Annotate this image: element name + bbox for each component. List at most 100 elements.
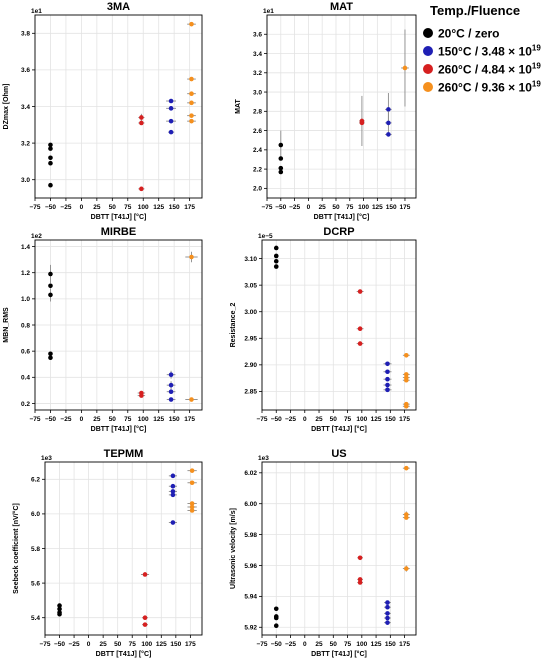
chart-title: MAT: [330, 1, 353, 13]
x-tick-label: 0: [303, 641, 307, 648]
x-tick-label: 75: [124, 204, 132, 211]
data-point: [168, 397, 174, 402]
data-point: [189, 468, 195, 473]
x-axis-label: DBTT [T41J] [°C]: [96, 650, 152, 658]
data-point: [385, 615, 390, 621]
y-scale-label: 1e−5: [258, 233, 273, 240]
y-tick-label: 6.2: [31, 477, 40, 484]
y-tick-label: 2.0: [253, 186, 262, 193]
x-tick-label: 50: [109, 416, 117, 423]
chart-title: MIRBE: [101, 226, 136, 238]
y-tick-label: 2.90: [244, 362, 257, 369]
x-axis-label: DBTT [T41J] [°C]: [91, 425, 147, 433]
data-point: [168, 372, 174, 377]
x-tick-label: 25: [319, 204, 327, 211]
x-tick-label: 25: [315, 416, 323, 423]
x-tick-label: −50: [271, 416, 282, 423]
x-tick-label: 0: [87, 641, 91, 648]
chart-panel-dcrp: −75 −50 −25 0 25 50 75 100 125 150 175 2.85 2.90 2.95…: [230, 226, 417, 433]
y-scale-label: 1e3: [41, 455, 52, 462]
data-point: [385, 361, 390, 367]
y-tick-label: 3.0: [21, 177, 30, 184]
y-axis-label: Seebeck coefficient [nV/°C]: [12, 503, 20, 594]
data-point: [385, 369, 390, 375]
x-tick-label: 25: [100, 641, 108, 648]
data-point: [57, 606, 62, 612]
x-tick-label: 150: [170, 641, 181, 648]
data-point: [170, 489, 176, 494]
x-tick-label: −25: [60, 204, 71, 211]
x-tick-label: 0: [80, 416, 84, 423]
x-tick-label: 175: [184, 416, 195, 423]
axes-frame: [34, 14, 203, 199]
x-tick-label: 100: [138, 204, 149, 211]
y-axis-label: MAT: [235, 98, 242, 113]
plot-area: [262, 462, 416, 635]
x-tick-label: −75: [39, 641, 50, 648]
x-tick-label: 50: [332, 204, 340, 211]
y-tick-label: 5.6: [31, 580, 40, 587]
data-point: [273, 606, 279, 612]
x-tick-label: 125: [153, 416, 164, 423]
y-tick-label: 5.94: [244, 594, 257, 601]
data-point: [189, 508, 195, 513]
data-point: [48, 283, 53, 289]
x-tick-label: −75: [261, 204, 272, 211]
x-tick-label: −50: [275, 204, 286, 211]
y-tick-label: 0.2: [21, 401, 30, 408]
legend-entry-1: 150°C / 3.48 × 1019: [423, 44, 541, 59]
data-point: [48, 355, 53, 360]
axes-frame: [261, 239, 417, 411]
x-tick-label: 125: [153, 204, 164, 211]
legend-entry-2: 260°C / 4.84 × 1019: [423, 62, 541, 77]
plot-area: [262, 240, 416, 410]
x-tick-label: 25: [93, 204, 101, 211]
x-tick-label: 75: [124, 416, 132, 423]
data-point: [48, 160, 53, 166]
legend-marker-3: [423, 82, 433, 92]
x-tick-label: 100: [356, 416, 367, 423]
data-point: [404, 566, 409, 571]
x-tick-label: −25: [289, 204, 300, 211]
x-axis-label: DBTT [T41J] [°C]: [91, 213, 147, 221]
chart-panel-us: −75 −50 −25 0 25 50 75 100 125 150 175 5.92 5.94 5.96…: [230, 448, 417, 658]
x-tick-label: 125: [371, 416, 382, 423]
data-point: [404, 465, 409, 471]
data-point: [168, 118, 174, 124]
y-axis-label: DZmax [Ohm]: [3, 84, 10, 130]
data-point: [189, 504, 195, 510]
x-tick-label: −25: [69, 641, 80, 648]
data-point: [404, 372, 409, 377]
x-tick-label: 25: [315, 641, 323, 648]
data-point: [168, 382, 174, 388]
axes-frame: [266, 14, 417, 199]
data-point: [386, 120, 391, 126]
data-point: [139, 120, 144, 126]
y-tick-label: 6.00: [244, 501, 257, 508]
x-tick-label: −50: [45, 204, 56, 211]
data-point: [139, 186, 144, 192]
data-point: [189, 76, 194, 82]
data-point: [385, 376, 390, 382]
data-point: [273, 623, 279, 629]
x-tick-label: 175: [399, 416, 410, 423]
data-point: [273, 264, 279, 269]
data-point: [189, 100, 194, 106]
x-tick-label: 150: [386, 204, 397, 211]
axes-frame: [44, 461, 203, 636]
legend-marker-2: [423, 64, 433, 74]
data-point: [357, 580, 363, 585]
x-tick-label: 125: [156, 641, 167, 648]
x-tick-label: −50: [54, 641, 65, 648]
x-tick-label: 150: [385, 416, 396, 423]
data-point: [278, 165, 284, 171]
y-tick-label: 3.05: [244, 282, 257, 289]
x-tick-label: −75: [256, 416, 267, 423]
x-tick-label: 100: [356, 641, 367, 648]
data-point: [357, 555, 363, 561]
data-point: [357, 326, 363, 332]
x-tick-label: 25: [93, 416, 101, 423]
data-point: [48, 155, 53, 161]
y-axis-label: Resistance_2: [230, 303, 237, 348]
